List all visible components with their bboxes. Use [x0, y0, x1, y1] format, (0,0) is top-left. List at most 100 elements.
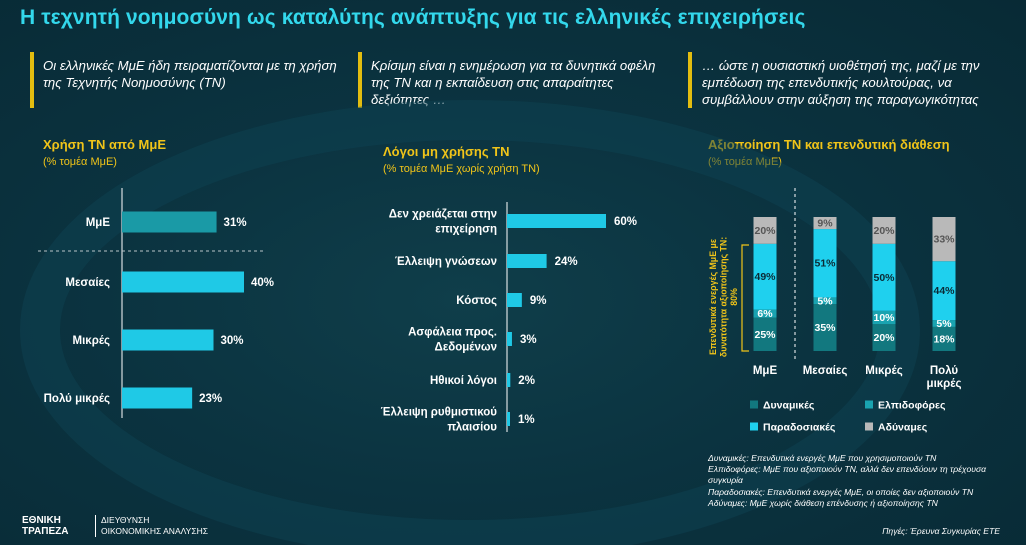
chart2-value-label: 9%	[530, 295, 547, 307]
chart3-legend-label: Παραδοσιακές	[763, 422, 836, 434]
chart1-category-label: Μεσαίες	[65, 277, 110, 289]
chart3-segment-label: 18%	[933, 333, 955, 345]
chart3-segment-δυναμικές	[872, 324, 896, 351]
chart3-annotation: Επενδυτικά ενεργές ΜμΕ με δυνατότητα αξιο…	[708, 237, 739, 357]
chart2-bar	[507, 332, 512, 346]
chart3-category-label: Μικρές	[865, 365, 902, 377]
chart2-bar	[507, 373, 511, 387]
chart2-subtitle: (% τομέα ΜμΕ χωρίς χρήση ΤΝ)	[383, 163, 540, 175]
chart3-category-label: Μεσαίες	[803, 365, 848, 377]
chart3-segment-ελπιδοφόρες	[813, 297, 837, 305]
chart1-value-label: 31%	[224, 217, 247, 229]
chart2-category-label: Έλλειψη γνώσεων	[395, 256, 497, 268]
chart1-subtitle: (% τομέα ΜμΕ)	[43, 156, 117, 168]
chart2-bar	[507, 254, 547, 268]
chart3-segment-αδύναμες	[753, 217, 777, 244]
chart3-bracket	[741, 244, 749, 352]
chart3-category-label: Πολύ μικρές	[927, 365, 962, 390]
chart2-category-label: Κόστος	[456, 295, 497, 307]
dept-line: ΟΙΚΟΝΟΜΙΚΗΣ ΑΝΑΛΥΣΗΣ	[101, 526, 208, 536]
dept-line: ΔΙΕΥΘΥΝΣΗ	[101, 515, 150, 525]
chart3-segment-label: 6%	[757, 308, 773, 320]
chart3-legend-swatch	[865, 400, 873, 409]
chart1-bar	[122, 211, 217, 233]
chart2-category-label: Έλλειψη ρυθμιστικού πλαισίου	[381, 407, 498, 434]
intro-text-1: Οι ελληνικές ΜμΕ ήδη πειραματίζονται με …	[43, 58, 337, 90]
chart2-bar	[507, 214, 606, 228]
chart3-segment-αδύναμες	[872, 217, 896, 244]
chart3-segment-παραδοσιακές	[932, 261, 956, 321]
chart1-bar	[122, 387, 193, 409]
intro-accent-bar	[30, 52, 34, 108]
source-note: Πηγές: Έρευνα Συγκυρίας ΕΤΕ	[882, 526, 1000, 536]
chart3-segment-label: 20%	[873, 332, 895, 344]
chart2-value-label: 3%	[520, 334, 537, 346]
chart2-value-label: 24%	[555, 256, 578, 268]
chart3-legend-label: Αδύναμες	[878, 422, 928, 434]
chart2-value-label: 1%	[518, 414, 535, 426]
chart3-segment-label: 49%	[754, 271, 776, 283]
intro-text-3: … ώστε η ουσιαστική υιοθέτησή της, μαζί …	[702, 58, 980, 107]
chart1-title: Χρήση ΤΝ από ΜμΕ	[43, 137, 166, 152]
chart3-category-label: ΜμΕ	[753, 365, 778, 377]
chart1-value-label: 30%	[221, 335, 244, 347]
chart1-category-label: ΜμΕ	[86, 217, 111, 229]
intro-accent-bar	[688, 52, 692, 108]
chart3-segment-label: 44%	[933, 285, 955, 297]
chart3-legend-label: Ελπιδοφόρες	[878, 400, 946, 412]
chart3-legend-swatch	[750, 422, 758, 431]
chart3-segment-label: 50%	[873, 272, 895, 284]
definitions: Δυναμικές: Επενδυτικά ενεργές ΜμΕ που χρ…	[708, 453, 1018, 509]
definition-line: Αδύναμες: ΜμΕ χωρίς διάθεση επένδυσης ή …	[708, 497, 938, 508]
chart3-segment-δυναμικές	[753, 317, 777, 351]
chart1-bar	[122, 329, 214, 351]
chart2-title: Λόγοι μη χρήσης ΤΝ	[383, 144, 510, 159]
chart1-bar	[122, 271, 244, 293]
chart2-category-label: Ασφάλεια προς. Δεδομένων	[408, 327, 497, 354]
chart3-segment-αδύναμες	[813, 217, 837, 230]
intro-accent-bar	[358, 52, 362, 108]
chart2-category-label: Ηθικοί λόγοι	[430, 375, 497, 387]
chart3-segment-label: 20%	[754, 225, 776, 237]
chart1-value-label: 23%	[199, 393, 222, 405]
chart3-legend-swatch	[750, 400, 758, 409]
chart2-category-label: Δεν χρειάζεται στην επιχείρηση	[389, 209, 497, 236]
chart3-legend-swatch	[865, 422, 873, 431]
chart3-segment-παραδοσιακές	[813, 229, 837, 298]
chart3-segment-label: 33%	[933, 234, 955, 246]
bank-logo: ΕΘΝΙΚΗ ΤΡΑΠΕΖΑ	[22, 515, 68, 537]
chart3-segment-παραδοσιακές	[753, 243, 777, 310]
chart1-category-label: Μικρές	[73, 335, 110, 347]
chart3-segment-label: 25%	[754, 329, 776, 341]
chart3-segment-label: 5%	[817, 295, 833, 307]
logo-line: ΕΘΝΙΚΗ	[22, 515, 61, 526]
chart3-annotation-line: Επενδυτικά ενεργές ΜμΕ με	[708, 238, 718, 355]
chart2-bar	[507, 293, 522, 307]
chart3-annotation-line: δυνατότητα αξιοποίησης ΤΝ:	[719, 237, 729, 357]
background-ellipse	[20, 100, 920, 545]
chart2-bar	[507, 412, 510, 426]
department-label: ΔΙΕΥΘΥΝΣΗ ΟΙΚΟΝΟΜΙΚΗΣ ΑΝΑΛΥΣΗΣ	[95, 515, 208, 537]
chart3-segment-αδύναμες	[932, 217, 956, 262]
chart1-value-label: 40%	[251, 277, 274, 289]
chart3-segment-δυναμικές	[932, 326, 956, 351]
chart3-segment-label: 51%	[814, 258, 836, 270]
chart3-title: Αξιοποίηση ΤΝ και επενδυτική διάθεση	[708, 137, 950, 152]
definition-line: Παραδοσιακές: Επενδυτικά ενεργές ΜμΕ, οι…	[708, 486, 974, 497]
definition-line: Ελπιδοφόρες: ΜμΕ που αξιοποιούν ΤΝ, αλλά…	[708, 464, 987, 486]
chart3-segment-label: 10%	[873, 312, 895, 324]
intro-text-2: Κρίσιμη είναι η ενημέρωση για τα δυνητικ…	[371, 58, 656, 107]
chart3-segment-παραδοσιακές	[872, 243, 896, 311]
chart1-category-label: Πολύ μικρές	[44, 393, 110, 405]
chart3-segment-δυναμικές	[813, 304, 837, 351]
chart3-segment-ελπιδοφόρες	[872, 310, 896, 325]
logo-line: ΤΡΑΠΕΖΑ	[22, 526, 69, 537]
chart3-segment-label: 35%	[814, 322, 836, 334]
chart3-legend-label: Δυναμικές	[763, 400, 815, 412]
chart3-segment-ελπιδοφόρες	[932, 320, 956, 327]
chart3-segment-label: 20%	[873, 225, 895, 237]
page-title: Η τεχνητή νοημοσύνη ως καταλύτης ανάπτυξ…	[20, 6, 806, 29]
chart3-annotation-line: 80%	[729, 288, 739, 306]
chart2-value-label: 60%	[614, 216, 637, 228]
